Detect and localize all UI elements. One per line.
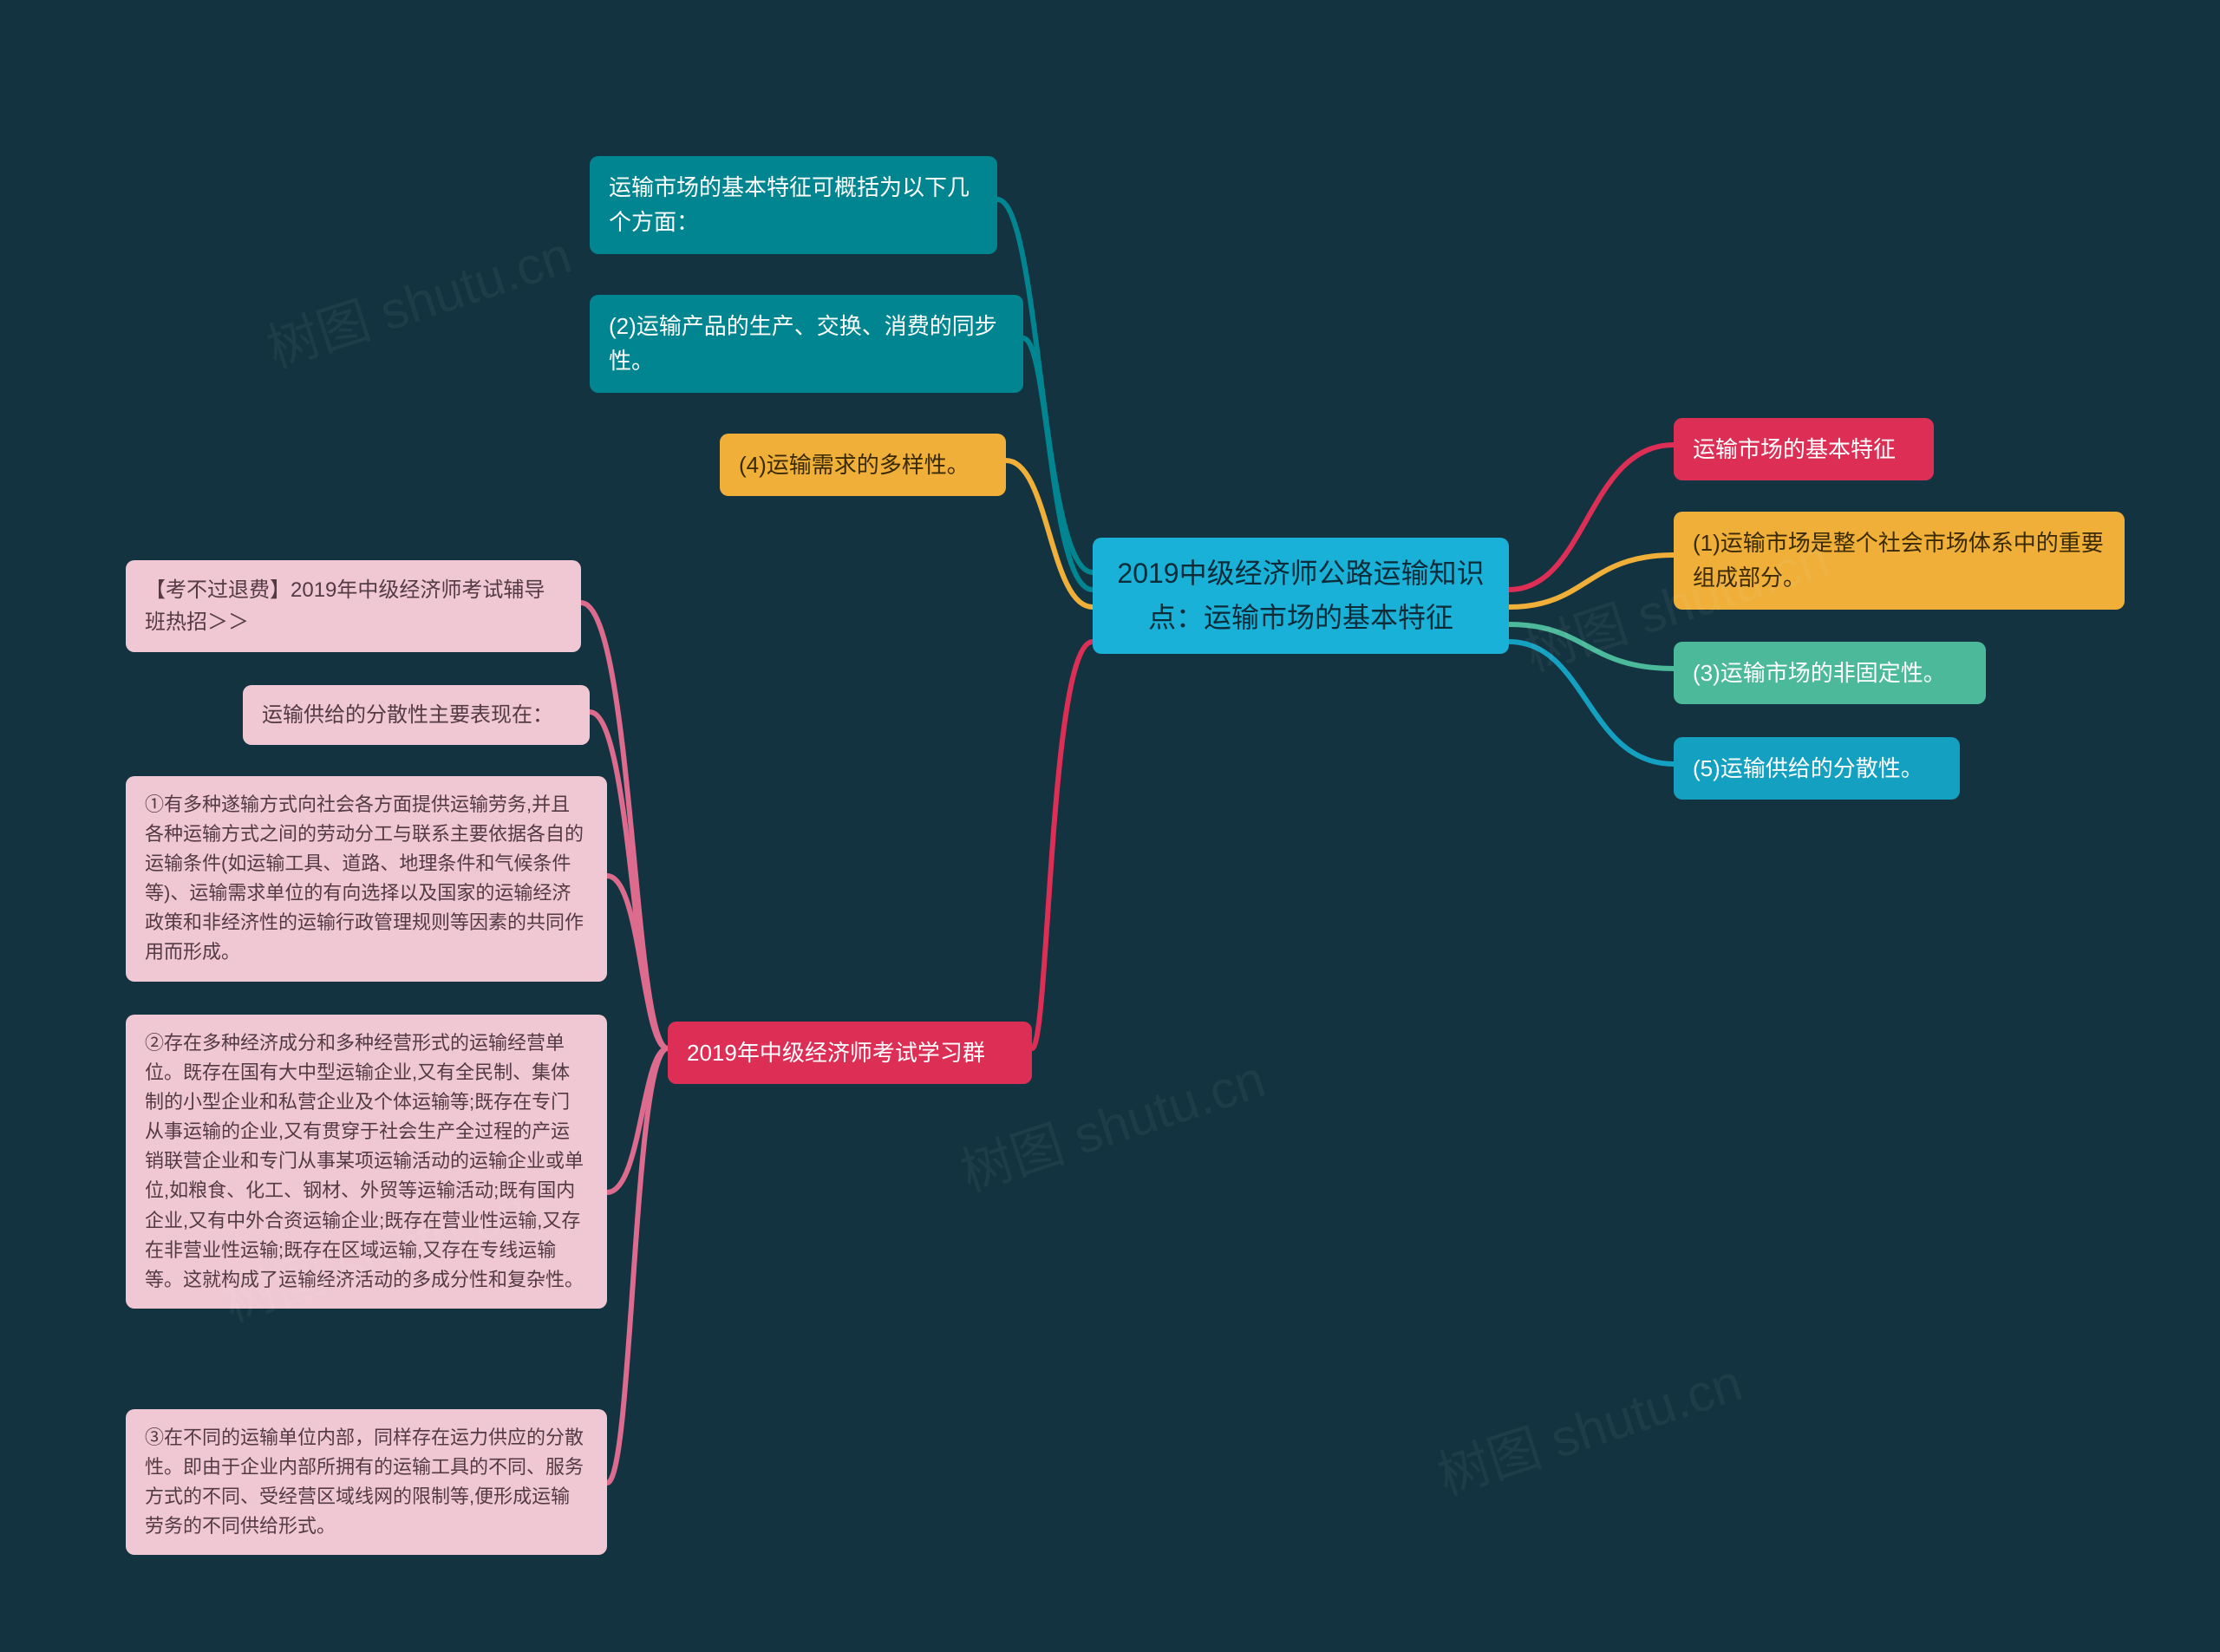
pink-hub-node[interactable]: 2019年中级经济师考试学习群: [668, 1022, 1032, 1084]
pink-child-4[interactable]: ②存在多种经济成分和多种经营形式的运输经营单位。既存在国有大中型运输企业,又有全…: [126, 1015, 607, 1309]
right-node-1[interactable]: 运输市场的基本特征: [1674, 418, 1934, 480]
pink-child-5[interactable]: ③在不同的运输单位内部，同样存在运力供应的分散性。即由于企业内部所拥有的运输工具…: [126, 1409, 607, 1555]
pink-child-1[interactable]: 【考不过退费】2019年中级经济师考试辅导班热招＞＞: [126, 560, 581, 652]
left-upper-node-2[interactable]: (2)运输产品的生产、交换、消费的同步性。: [590, 295, 1023, 393]
left-upper-node-3[interactable]: (4)运输需求的多样性。: [720, 434, 1006, 496]
watermark: 树图 shutu.cn: [256, 213, 579, 382]
right-node-2[interactable]: (1)运输市场是整个社会市场体系中的重要组成部分。: [1674, 512, 2125, 610]
pink-child-2[interactable]: 运输供给的分散性主要表现在：: [243, 685, 590, 745]
watermark: 树图 shutu.cn: [1427, 1341, 1750, 1510]
right-node-4[interactable]: (5)运输供给的分散性。: [1674, 737, 1960, 800]
pink-child-3[interactable]: ①有多种遂输方式向社会各方面提供运输劳务,并且各种运输方式之间的劳动分工与联系主…: [126, 776, 607, 982]
center-node[interactable]: 2019中级经济师公路运输知识点：运输市场的基本特征: [1093, 538, 1509, 654]
right-node-3[interactable]: (3)运输市场的非固定性。: [1674, 642, 1986, 704]
left-upper-node-1[interactable]: 运输市场的基本特征可概括为以下几个方面：: [590, 156, 997, 254]
